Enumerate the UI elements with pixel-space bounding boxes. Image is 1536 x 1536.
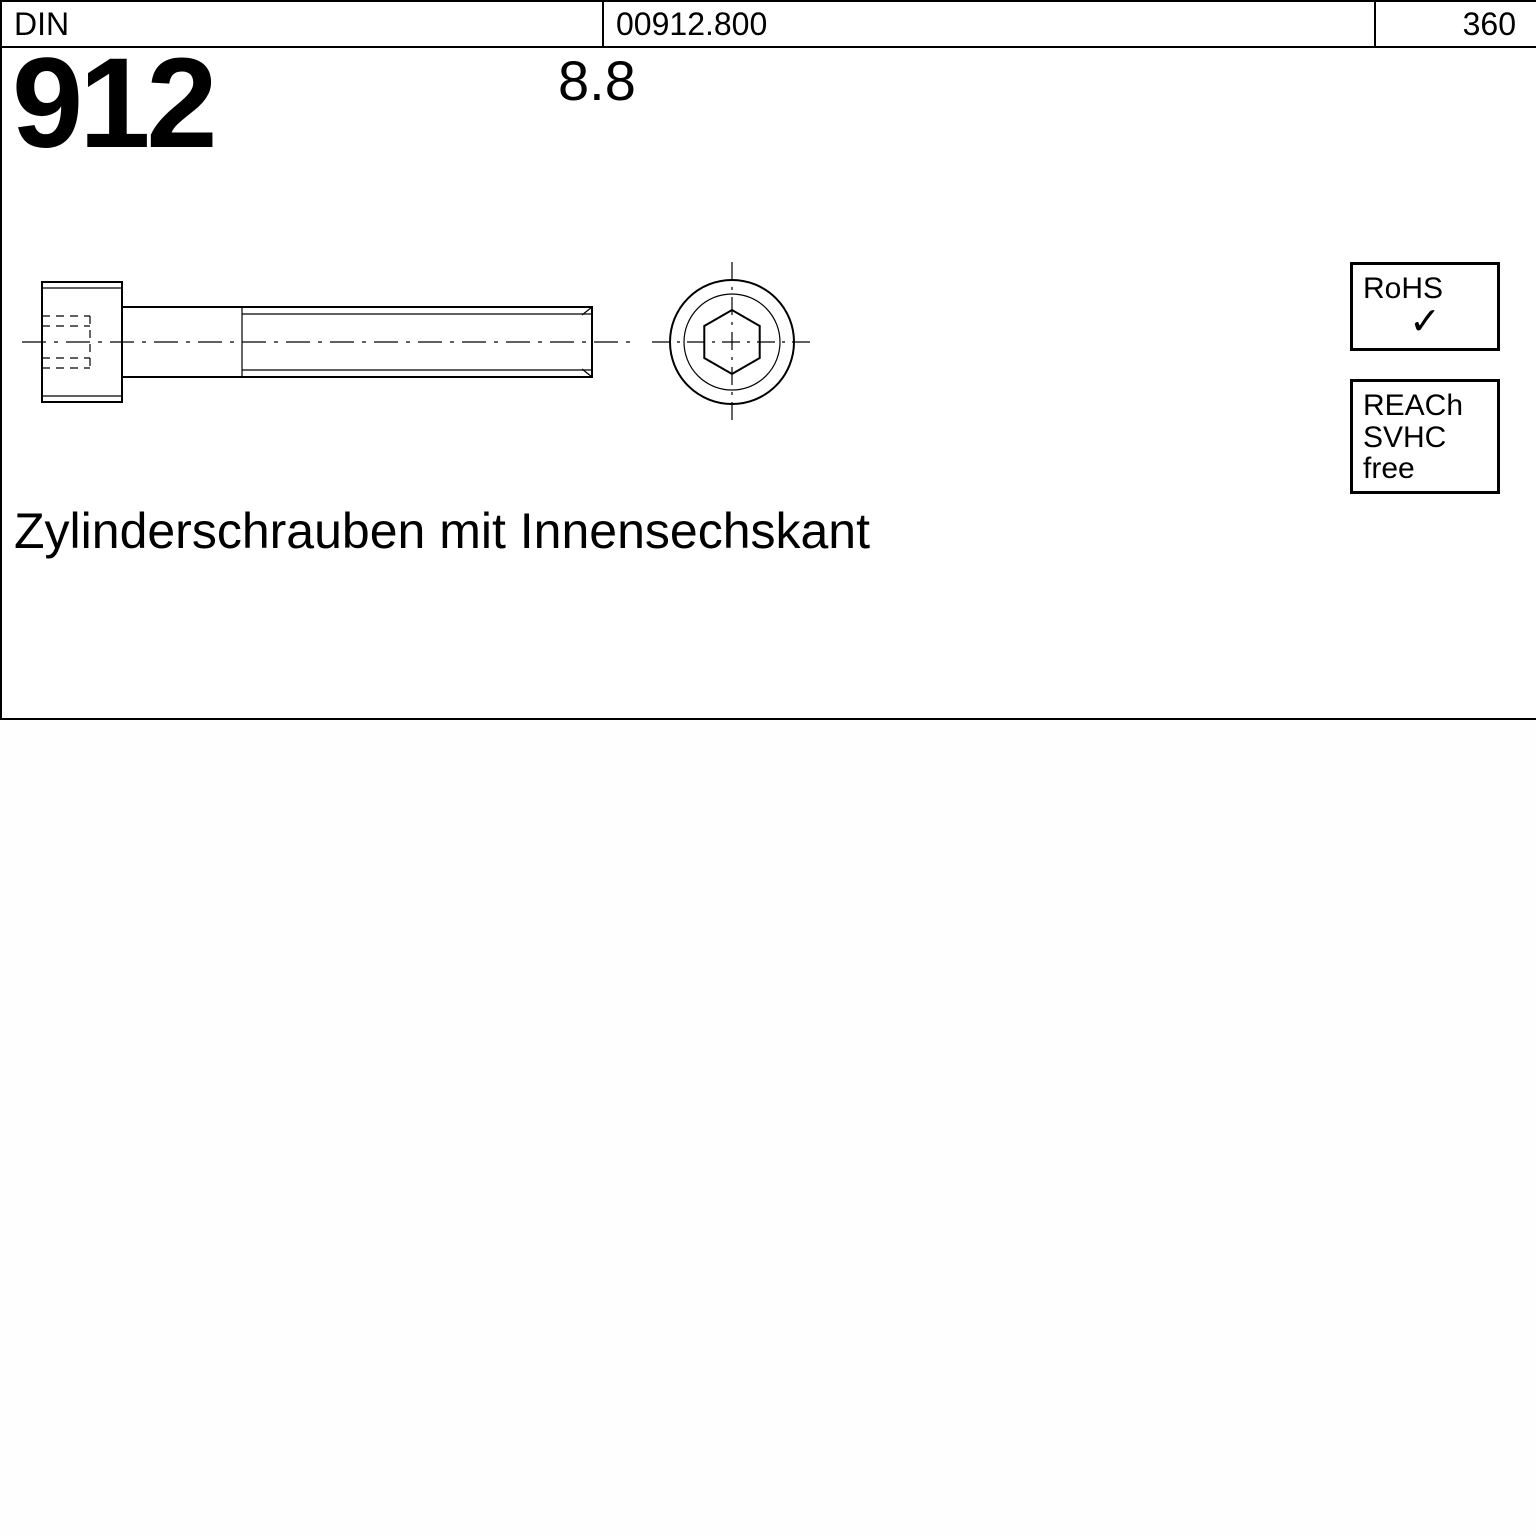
reach-line2: SVHC	[1363, 422, 1487, 454]
reach-badge: REACh SVHC free	[1350, 379, 1500, 494]
din-number: 912	[12, 40, 214, 168]
rohs-badge: RoHS ✓	[1350, 262, 1500, 351]
datasheet: DIN 00912.800 360 912 8.8 Zylinderschrau…	[0, 0, 1536, 720]
header-code: 00912.800	[604, 2, 1376, 46]
empty-region	[0, 720, 1536, 1536]
header-row: DIN 00912.800 360	[2, 2, 1536, 48]
title-row: 912 8.8	[2, 48, 1536, 173]
technical-drawing	[22, 252, 922, 452]
product-description: Zylinderschrauben mit Innensechskant	[14, 502, 870, 560]
strength-grade: 8.8	[558, 48, 636, 113]
rohs-label: RoHS	[1363, 273, 1487, 305]
reach-line1: REACh	[1363, 390, 1487, 422]
check-icon: ✓	[1363, 303, 1487, 343]
compliance-badges: RoHS ✓ REACh SVHC free	[1350, 262, 1510, 522]
reach-line3: free	[1363, 453, 1487, 485]
header-page: 360	[1376, 2, 1536, 46]
